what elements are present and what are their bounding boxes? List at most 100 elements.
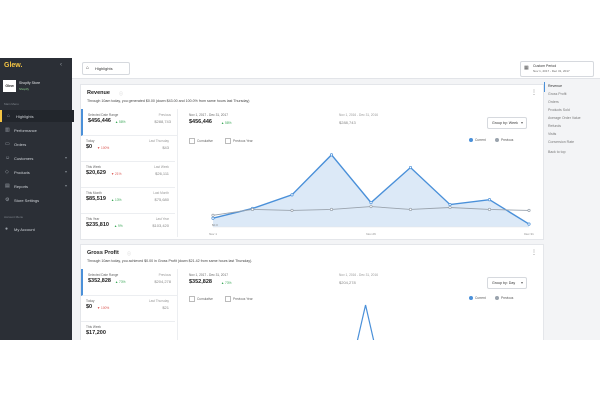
toggle-previous-year[interactable]: Previous Year xyxy=(225,296,253,302)
kpi-this-week[interactable]: This Week $20,629 ▼ 21% Last Week $26,11… xyxy=(81,161,175,188)
group-by-select[interactable]: Group by: Week ▾ xyxy=(487,117,527,129)
chevron-down-icon: ▾ xyxy=(64,155,67,160)
kpi-prev-value: $21 xyxy=(162,305,169,310)
sidebar-item-label: Performance xyxy=(14,128,37,133)
toggle-label: Cumulative xyxy=(197,138,213,143)
gross-profit-card: Gross Profit ⓘ ⋮ Through 10am today, you… xyxy=(80,244,544,340)
data-point xyxy=(408,207,413,211)
section-link-visits[interactable]: Visits xyxy=(548,132,557,136)
tag-icon: ◇ xyxy=(5,169,9,175)
toggle-cumulative[interactable]: Cumulative xyxy=(189,138,213,144)
section-link-orders[interactable]: Orders xyxy=(548,100,559,104)
legend-label: Previous xyxy=(501,138,514,142)
kpi-this-year[interactable]: This Year $235,810 ▲ 9% Last Year $103,4… xyxy=(81,213,175,239)
kpi-today[interactable]: Today $0 ▼ 100% Last Thursday $43 xyxy=(81,135,175,162)
card-title: Gross Profit xyxy=(87,250,119,256)
sidebar-item-reports[interactable]: ▤ Reports ▾ xyxy=(0,180,72,192)
checkbox[interactable] xyxy=(189,138,195,144)
info-icon[interactable]: ⓘ xyxy=(119,91,123,96)
sidebar-item-my-account[interactable]: ● My Account xyxy=(0,223,72,235)
section-link-average-order-value[interactable]: Average Order Value xyxy=(548,116,581,120)
sidebar-item-store-settings[interactable]: ⚙ Store Settings xyxy=(0,194,72,206)
y-tick-label: $0.0 xyxy=(212,223,218,227)
report-icon: ▤ xyxy=(5,183,10,189)
sidebar-item-highlights[interactable]: ⌂ Highlights xyxy=(0,110,74,122)
store-switcher[interactable]: Glew Shopify Store Shopify xyxy=(3,80,69,96)
x-tick-label: Nov 26 xyxy=(366,232,376,236)
chart-icon: ▥ xyxy=(5,127,10,133)
breadcrumb[interactable]: ⌂ Highlights xyxy=(82,62,130,75)
kpi-selected-range[interactable]: Selected Date Range $352,828 ▲ 73% Previ… xyxy=(81,269,177,296)
kpi-prev-label: Previous xyxy=(158,113,171,117)
data-point xyxy=(369,204,373,209)
chart-summary-label: Nov 1, 2017 - Dec 31, 2017 xyxy=(189,273,228,277)
kpi-label: This Week xyxy=(86,165,101,169)
kpi-prev-label: Last Year xyxy=(155,217,169,221)
sidebar-item-orders[interactable]: ▭ Orders xyxy=(0,138,72,150)
toggle-label: Cumulative xyxy=(197,296,213,301)
kpi-change: ▼ 21% xyxy=(111,172,122,176)
sidebar-item-performance[interactable]: ▥ Performance xyxy=(0,124,72,136)
sidebar-item-label: Reports xyxy=(14,184,29,189)
gear-icon: ⚙ xyxy=(5,197,10,203)
sidebar-item-label: Highlights xyxy=(16,114,34,119)
calendar-icon: ▦ xyxy=(524,65,529,71)
breadcrumb-label: Highlights xyxy=(95,66,113,71)
app-logo: Glew. xyxy=(4,62,23,69)
kpi-label: This Month xyxy=(86,191,102,195)
user-icon: ● xyxy=(5,226,9,232)
data-point xyxy=(527,222,531,226)
kpi-selected-range[interactable]: Selected Date Range $456,446 ▲ 58% Previ… xyxy=(81,109,177,136)
kpi-this-week[interactable]: This Week $17,200 xyxy=(81,321,175,340)
kpi-prev-label: Last Week xyxy=(153,165,169,169)
chart-summary-value: $456,446 xyxy=(189,119,212,125)
chart-summary-change: ▲ 58% xyxy=(221,121,232,125)
sidebar-item-label: My Account xyxy=(14,227,35,232)
revenue-card: Revenue ⓘ ⋮ Through 10am today, you gene… xyxy=(80,84,544,240)
sidebar-item-label: Store Settings xyxy=(14,198,40,203)
divider xyxy=(177,269,178,340)
toggle-previous-year[interactable]: Previous Year xyxy=(225,138,253,144)
chart-summary-value: $352,828 xyxy=(189,279,212,285)
kpi-this-month[interactable]: This Month $85,519 ▲ 13% Last Month $75,… xyxy=(81,187,175,214)
chart-summary-prev-label: Nov 1, 2016 - Dec 31, 2016 xyxy=(339,113,378,117)
topbar: ⌂ Highlights ▦ Custom Period Nov 1, 2017… xyxy=(72,58,600,79)
section-link-products-sold[interactable]: Products Sold xyxy=(548,108,570,112)
x-tick-label: Dec 31 xyxy=(524,232,534,236)
date-range-picker[interactable]: ▦ Custom Period Nov 1, 2017 - Dec 31, 20… xyxy=(520,61,594,77)
legend-current: Current xyxy=(469,138,486,143)
back-to-top-link[interactable]: Back to top xyxy=(548,150,566,154)
home-icon: ⌂ xyxy=(86,65,90,71)
section-link-gross-profit[interactable]: Gross Profit xyxy=(548,92,567,96)
kpi-change: ▼ 100% xyxy=(97,306,110,310)
checkbox[interactable] xyxy=(225,138,231,144)
legend-label: Current xyxy=(475,138,486,142)
chevron-left-icon[interactable]: ‹ xyxy=(60,62,62,68)
more-menu-icon[interactable]: ⋮ xyxy=(531,250,537,256)
section-link-conversion-rate[interactable]: Conversion Rate xyxy=(548,140,575,144)
active-indicator xyxy=(544,82,545,92)
legend-swatch xyxy=(495,138,499,143)
kpi-value: $0 xyxy=(86,144,93,150)
checkbox[interactable] xyxy=(189,296,195,302)
checkbox[interactable] xyxy=(225,296,231,302)
toggle-cumulative[interactable]: Cumulative xyxy=(189,296,213,302)
group-by-select[interactable]: Group by: Day ▾ xyxy=(487,277,527,289)
info-icon[interactable]: ⓘ xyxy=(127,251,131,256)
chart-summary-prev-value: $288,743 xyxy=(339,120,356,125)
sidebar-item-customers[interactable]: ☺ Customers ▾ xyxy=(0,152,72,164)
section-link-refunds[interactable]: Refunds xyxy=(548,124,562,128)
more-menu-icon[interactable]: ⋮ xyxy=(531,90,537,96)
sidebar-item-label: Customers xyxy=(14,156,34,161)
kpi-label: Today xyxy=(86,299,95,303)
legend-label: Previous xyxy=(501,296,514,300)
account-menu-label: Account Menu xyxy=(4,215,24,219)
kpi-change: ▲ 13% xyxy=(111,198,122,202)
data-point xyxy=(527,208,531,212)
kpi-today[interactable]: Today $0 ▼ 100% Last Thursday $21 xyxy=(81,295,175,322)
card-description: Through 10am today, you achieved $0.00 i… xyxy=(87,259,253,263)
sidebar-item-products[interactable]: ◇ Products ▾ xyxy=(0,166,72,178)
card-description: Through 10am today, you generated $0.00 … xyxy=(87,99,250,103)
kpi-prev-value: $43 xyxy=(162,145,169,150)
section-link-revenue[interactable]: Revenue xyxy=(548,84,563,88)
